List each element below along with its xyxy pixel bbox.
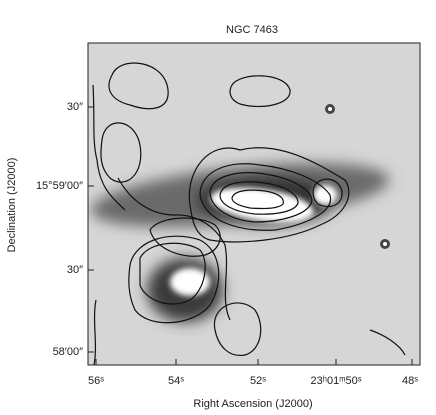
x-tick-label: 56ˢ — [88, 375, 104, 387]
x-tick-label: 54ˢ — [168, 375, 184, 387]
x-tick-label: 23ʰ01ᵐ50ˢ — [311, 375, 362, 387]
x-axis-label: Right Ascension (J2000) — [193, 398, 312, 410]
image — [88, 43, 420, 365]
x-tick-label: 52ˢ — [250, 375, 266, 387]
x-tick-label: 48ˢ — [402, 375, 418, 387]
x-ticks — [88, 106, 413, 365]
title: NGC 7463 — [226, 24, 278, 36]
y-axis-label: Declination (J2000) — [6, 158, 18, 253]
y-tick-label: 30″ — [67, 101, 83, 113]
y-tick-label: 58′00″ — [53, 346, 84, 358]
y-tick-label: 30″ — [67, 264, 83, 276]
y-tick-label: 15°59′00″ — [36, 180, 83, 192]
frame — [87, 42, 421, 366]
